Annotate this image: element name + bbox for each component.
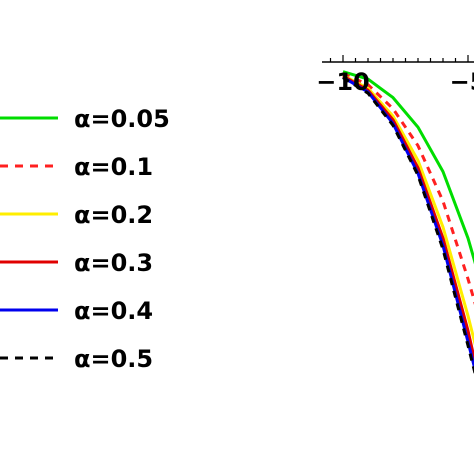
series-line-2 — [342, 74, 474, 346]
legend-label-4: α=0.4 — [74, 297, 153, 325]
legend-label-2: α=0.2 — [74, 201, 153, 229]
plot-area — [342, 70, 474, 376]
series-line-5 — [342, 76, 474, 376]
legend-label-1: α=0.1 — [74, 153, 153, 181]
series-line-4 — [342, 76, 474, 372]
legend: α=0.05 α=0.1 α=0.2 α=0.3 α=0.4 α=0.5 — [0, 105, 170, 373]
series-line-1 — [342, 72, 474, 306]
legend-label-3: α=0.3 — [74, 249, 153, 277]
x-axis — [322, 55, 474, 63]
series-line-0 — [342, 70, 474, 265]
x-tick-labels: −10 −5 — [316, 68, 474, 96]
x-tick-label-1: −5 — [450, 68, 474, 96]
x-tick-label-0: −10 — [316, 68, 370, 96]
series-line-3 — [342, 74, 474, 365]
legend-label-5: α=0.5 — [74, 345, 153, 373]
legend-label-0: α=0.05 — [74, 105, 170, 133]
